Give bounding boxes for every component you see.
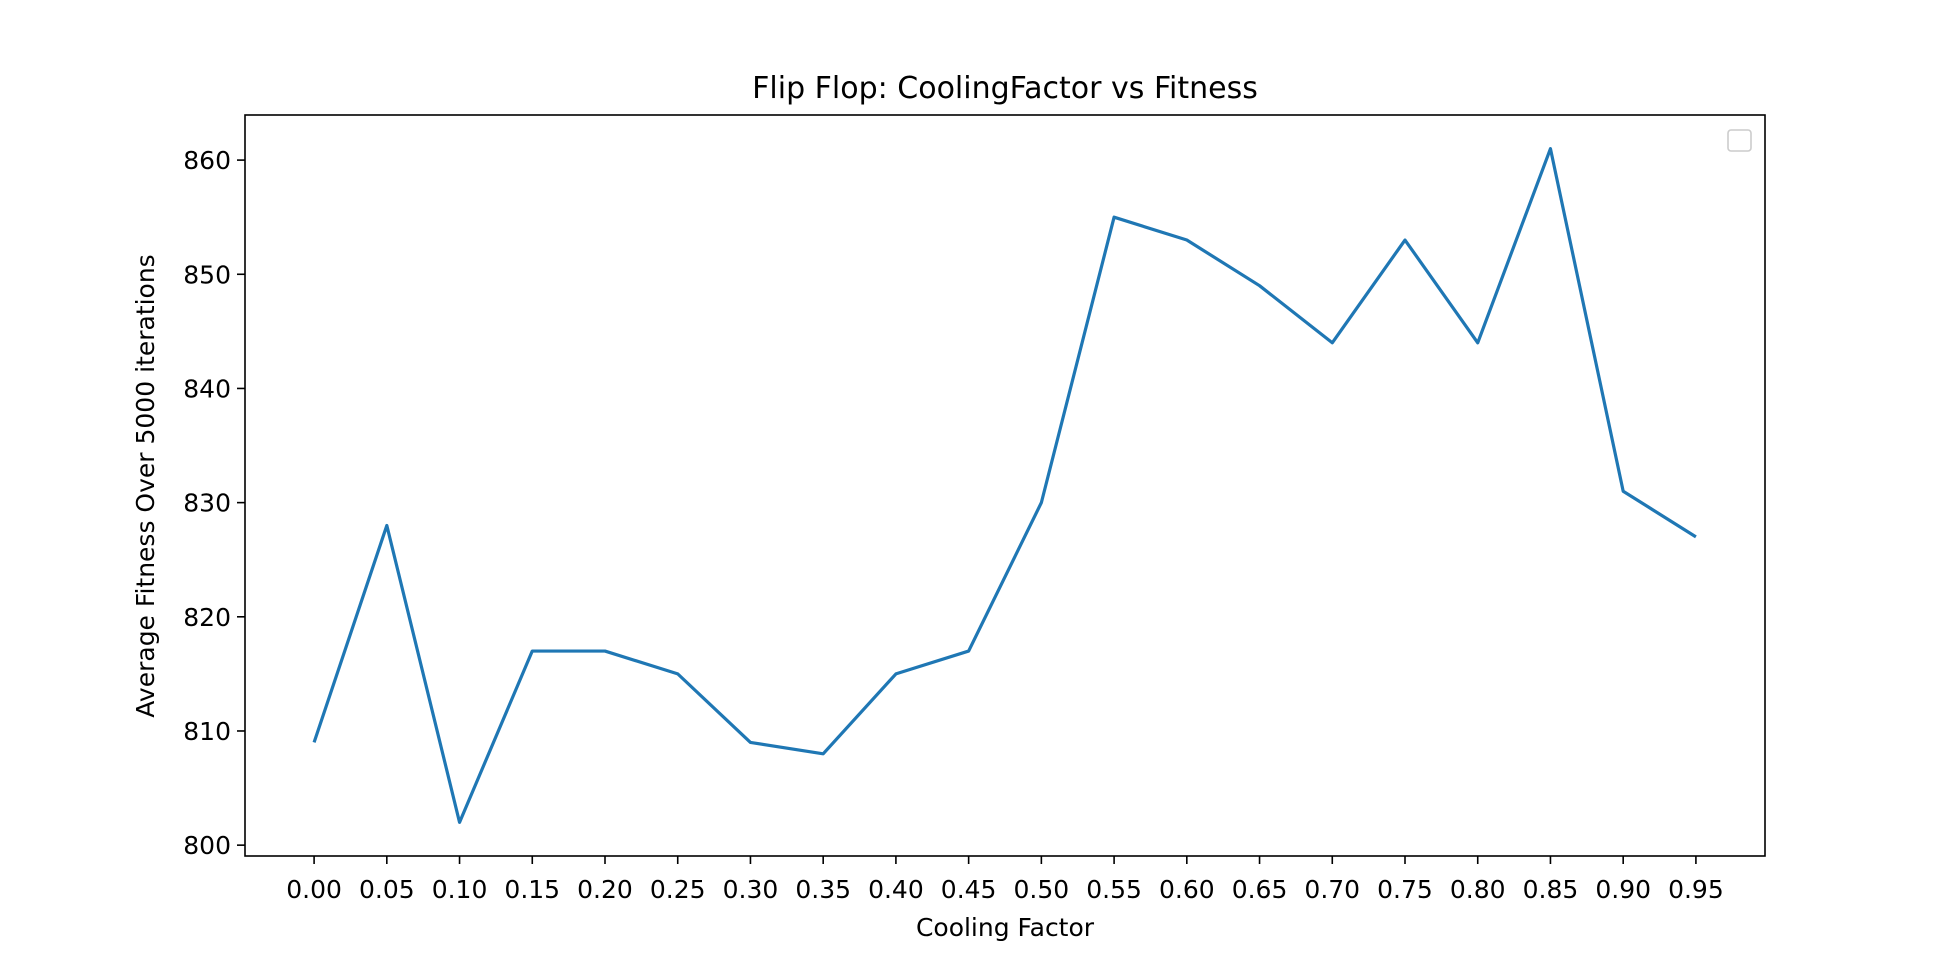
x-tick-label: 0.15 <box>504 875 560 904</box>
y-tick-label: 860 <box>183 146 231 175</box>
series-layer <box>312 147 1697 824</box>
x-tick-label: 0.55 <box>1086 875 1142 904</box>
x-tick-label: 0.30 <box>723 875 779 904</box>
x-tick-label: 0.35 <box>795 875 851 904</box>
y-tick-label: 810 <box>183 717 231 746</box>
x-tick-label: 0.00 <box>286 875 342 904</box>
series-line <box>312 147 1697 824</box>
y-tick-label: 840 <box>183 374 231 403</box>
x-tick-label: 0.25 <box>650 875 706 904</box>
y-tick-label: 830 <box>183 489 231 518</box>
x-tick-label: 0.60 <box>1159 875 1215 904</box>
plot-frame <box>244 114 1766 857</box>
x-tick-label: 0.80 <box>1450 875 1506 904</box>
x-tick-label: 0.90 <box>1595 875 1651 904</box>
x-tick-label: 0.85 <box>1523 875 1579 904</box>
x-tick-label: 0.70 <box>1304 875 1360 904</box>
x-tick-label: 0.95 <box>1668 875 1724 904</box>
y-tick-label: 820 <box>183 603 231 632</box>
x-axis-label: Cooling Factor <box>916 913 1095 942</box>
y-axis-label: Average Fitness Over 5000 iterations <box>131 254 160 717</box>
x-tick-label: 0.65 <box>1232 875 1288 904</box>
axis-ticks: 0.00 0.05 0.10 0.15 0.20 0.25 0.30 0.35 0.40 0.45… <box>183 146 1723 904</box>
x-tick-label: 0.75 <box>1377 875 1433 904</box>
chart-title: Flip Flop: CoolingFactor vs Fitness <box>752 71 1258 106</box>
x-tick-label: 0.05 <box>359 875 415 904</box>
x-tick-label: 0.50 <box>1014 875 1070 904</box>
legend-box <box>1727 129 1752 152</box>
x-tick-label: 0.45 <box>941 875 997 904</box>
y-tick-label: 850 <box>183 260 231 289</box>
y-tick-label: 800 <box>183 831 231 860</box>
x-tick-label: 0.40 <box>868 875 924 904</box>
x-tick-label: 0.10 <box>432 875 488 904</box>
x-tick-label: 0.20 <box>577 875 633 904</box>
